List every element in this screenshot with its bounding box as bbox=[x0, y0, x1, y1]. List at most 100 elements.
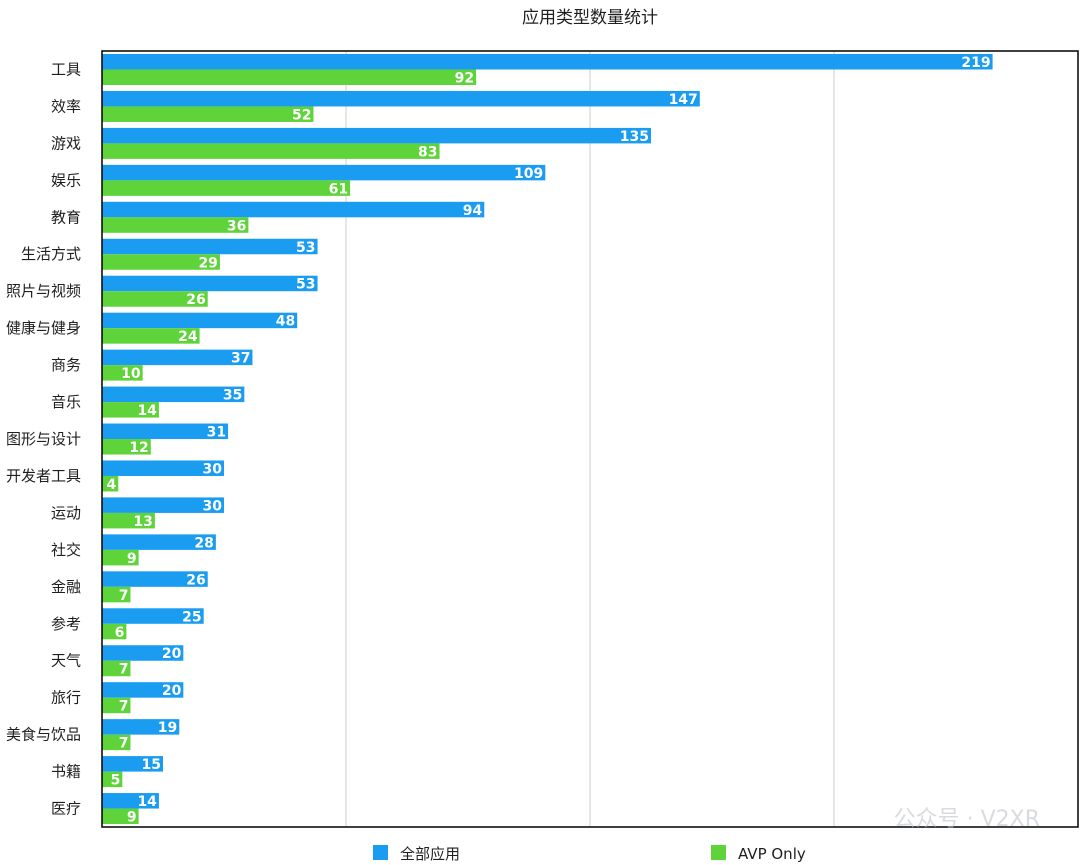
legend-swatch bbox=[711, 845, 726, 860]
category-label: 照片与视频 bbox=[6, 282, 81, 300]
data-label: 12 bbox=[129, 440, 148, 456]
bar-avp-only bbox=[102, 586, 131, 603]
data-label: 37 bbox=[231, 351, 250, 367]
chart-title: 应用类型数量统计 bbox=[522, 8, 658, 28]
category-label: 效率 bbox=[51, 97, 81, 115]
bar-all-apps bbox=[102, 645, 184, 661]
data-label: 52 bbox=[292, 107, 311, 123]
bar-avp-only bbox=[102, 69, 477, 85]
bar-all-apps bbox=[102, 127, 651, 144]
bar-all-apps bbox=[102, 54, 993, 70]
data-label: 4 bbox=[107, 477, 117, 493]
data-label: 20 bbox=[162, 646, 182, 662]
bar-avp-only bbox=[102, 771, 123, 788]
category-label: 游戏 bbox=[51, 134, 81, 152]
data-label: 20 bbox=[162, 683, 182, 699]
bar-all-apps bbox=[102, 793, 159, 809]
data-label: 24 bbox=[178, 329, 198, 345]
data-label: 13 bbox=[133, 514, 152, 530]
legend-swatch bbox=[373, 845, 388, 860]
data-label: 219 bbox=[961, 55, 990, 71]
category-label: 金融 bbox=[51, 578, 81, 596]
bar-all-apps bbox=[102, 756, 163, 772]
bar-all-apps bbox=[102, 349, 253, 366]
category-label: 教育 bbox=[51, 208, 81, 226]
bars-group: 2199214752135831096194365329532648243710… bbox=[102, 54, 993, 826]
data-label: 28 bbox=[194, 535, 213, 551]
bar-avp-only bbox=[102, 402, 159, 418]
bar-all-apps bbox=[102, 386, 245, 403]
bar-avp-only bbox=[102, 475, 119, 492]
bar-all-apps bbox=[102, 682, 184, 698]
data-label: 61 bbox=[329, 181, 348, 197]
data-label: 29 bbox=[198, 255, 217, 271]
category-label: 美食与饮品 bbox=[6, 726, 81, 744]
data-label: 15 bbox=[142, 757, 161, 773]
bar-all-apps bbox=[102, 312, 298, 329]
data-label: 35 bbox=[223, 388, 242, 404]
data-label: 25 bbox=[182, 609, 201, 625]
bar-avp-only bbox=[102, 365, 143, 381]
watermark-text: 公众号 · V2XR bbox=[894, 807, 1040, 832]
data-label: 6 bbox=[115, 625, 125, 641]
category-label: 书籍 bbox=[51, 763, 81, 781]
data-label: 36 bbox=[227, 218, 246, 234]
category-label: 图形与设计 bbox=[6, 430, 81, 448]
bar-all-apps bbox=[102, 164, 546, 181]
data-label: 53 bbox=[296, 277, 315, 293]
bar-avp-only bbox=[102, 254, 220, 270]
data-label: 92 bbox=[455, 71, 474, 87]
bar-avp-only bbox=[102, 328, 200, 344]
category-label: 健康与健身 bbox=[6, 319, 81, 337]
bar-all-apps bbox=[102, 534, 216, 550]
data-label: 5 bbox=[111, 773, 121, 789]
category-label: 生活方式 bbox=[21, 245, 81, 263]
bar-all-apps bbox=[102, 238, 318, 255]
data-label: 30 bbox=[203, 498, 223, 514]
bar-all-apps bbox=[102, 275, 318, 292]
category-label: 医疗 bbox=[51, 800, 81, 818]
data-label: 19 bbox=[158, 720, 177, 736]
data-label: 31 bbox=[207, 425, 226, 441]
bar-avp-only bbox=[102, 106, 314, 122]
legend: 全部应用 AVP Only bbox=[373, 845, 806, 863]
bar-avp-only bbox=[102, 623, 127, 640]
legend-label: AVP Only bbox=[738, 845, 806, 863]
bar-avp-only bbox=[102, 439, 151, 455]
data-label: 147 bbox=[669, 92, 698, 108]
bar-avp-only bbox=[102, 808, 139, 825]
bar-avp-only bbox=[102, 180, 351, 196]
data-label: 94 bbox=[463, 203, 483, 219]
bar-avp-only bbox=[102, 217, 249, 233]
category-label: 娱乐 bbox=[51, 171, 81, 189]
data-label: 7 bbox=[119, 588, 129, 604]
data-label: 83 bbox=[418, 144, 437, 160]
bar-all-apps bbox=[102, 719, 180, 735]
category-labels: 工具效率游戏娱乐教育生活方式照片与视频健康与健身商务音乐图形与设计开发者工具运动… bbox=[6, 60, 81, 817]
bar-avp-only bbox=[102, 291, 208, 307]
category-label: 商务 bbox=[51, 356, 81, 374]
category-label: 参考 bbox=[51, 615, 81, 633]
category-label: 社交 bbox=[51, 541, 81, 559]
data-label: 135 bbox=[620, 129, 649, 145]
category-label: 音乐 bbox=[51, 393, 81, 411]
bar-avp-only bbox=[102, 660, 131, 677]
bar-avp-only bbox=[102, 697, 131, 714]
data-label: 53 bbox=[296, 240, 315, 256]
bar-all-apps bbox=[102, 201, 485, 218]
data-label: 9 bbox=[127, 810, 137, 826]
data-label: 109 bbox=[514, 166, 543, 182]
data-label: 10 bbox=[121, 366, 141, 382]
data-label: 48 bbox=[276, 314, 295, 330]
bar-avp-only bbox=[102, 549, 139, 566]
data-label: 14 bbox=[137, 403, 157, 419]
data-label: 7 bbox=[119, 662, 129, 678]
data-label: 26 bbox=[186, 572, 205, 588]
data-label: 30 bbox=[203, 461, 223, 477]
bar-all-apps bbox=[102, 497, 224, 513]
bar-all-apps bbox=[102, 423, 229, 440]
data-label: 9 bbox=[127, 551, 137, 567]
bar-all-apps bbox=[102, 460, 224, 476]
bar-avp-only bbox=[102, 143, 440, 159]
